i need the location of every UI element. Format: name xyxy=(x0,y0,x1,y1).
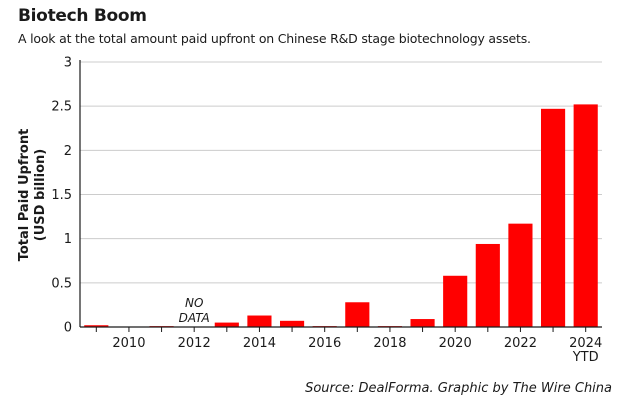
y-tick-label: 2.5 xyxy=(51,100,72,115)
bar xyxy=(475,243,500,327)
bar xyxy=(345,302,370,327)
bar xyxy=(508,223,533,327)
x-tick-label: 2016 xyxy=(308,336,341,351)
bar xyxy=(247,315,272,327)
x-tick-label: 2010 xyxy=(112,336,145,351)
bar xyxy=(279,320,305,327)
x-tick-label: 2022 xyxy=(504,336,537,351)
y-tick-label: 2 xyxy=(64,144,72,159)
bar xyxy=(410,319,435,327)
y-tick-label: 1 xyxy=(64,232,72,247)
bar xyxy=(84,325,109,327)
x-tick-label-secondary: YTD xyxy=(572,350,599,365)
source-credit: Source: DealForma. Graphic by The Wire C… xyxy=(305,381,612,396)
y-axis-title-group: Total Paid Upfront (USD billion) xyxy=(17,129,48,262)
x-tick-label: 2014 xyxy=(243,336,276,351)
x-tick-label: 2012 xyxy=(178,336,211,351)
no-data-annotation: DATA xyxy=(179,311,210,325)
y-axis-title: Total Paid Upfront xyxy=(17,129,32,262)
chart-subtitle: A look at the total amount paid upfront … xyxy=(18,31,531,46)
no-data-annotation: NO xyxy=(185,296,203,310)
x-tick-label: 2020 xyxy=(439,336,472,351)
y-axis: 0 0.5 1 1.5 2 2.5 3 xyxy=(51,56,81,336)
x-tick-label: 2024 xyxy=(569,336,602,351)
y-axis-title: (USD billion) xyxy=(33,149,48,241)
bar xyxy=(540,108,566,327)
y-tick-label: 3 xyxy=(64,56,72,71)
x-tick-label: 2018 xyxy=(373,336,406,351)
y-tick-label: 0 xyxy=(64,321,72,336)
bars xyxy=(84,104,598,328)
y-axis-title: Total Paid Upfront (USD billion) xyxy=(17,129,48,262)
y-tick-label: 0.5 xyxy=(51,276,72,291)
bar xyxy=(214,322,239,327)
bar xyxy=(443,275,468,327)
bar xyxy=(573,104,598,328)
y-tick-label: 1.5 xyxy=(51,188,72,203)
chart-title: Biotech Boom xyxy=(18,6,147,26)
